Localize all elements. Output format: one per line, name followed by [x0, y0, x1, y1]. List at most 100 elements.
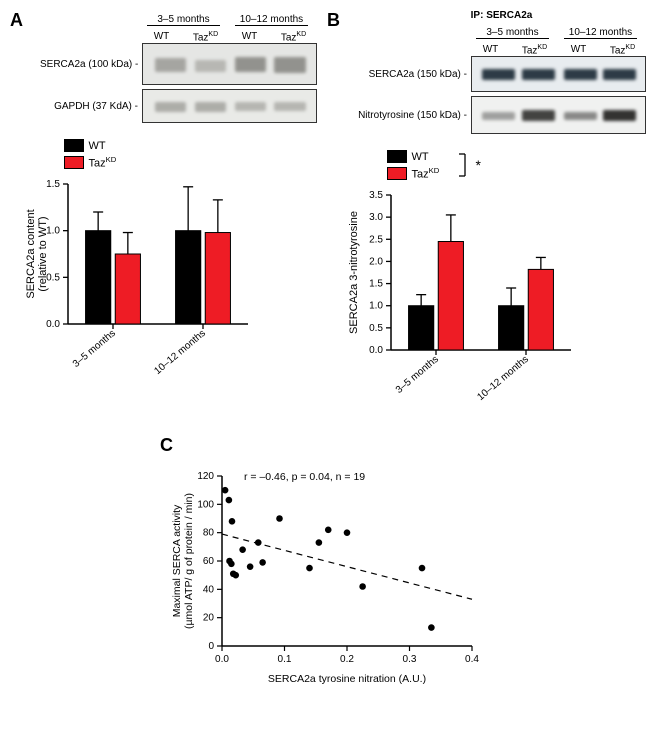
- svg-text:40: 40: [203, 584, 215, 595]
- lane-label: TazKD: [272, 31, 316, 43]
- panel-a-blots: 3–5 months10–12 months WTTazKDWTTazKD SE…: [40, 14, 317, 127]
- age-group-header: 10–12 months: [557, 27, 645, 42]
- blot-band: [235, 102, 266, 111]
- svg-text:2.5: 2.5: [369, 234, 383, 245]
- panel-c-scatter-chart: 0 20 40 60 80 100 120 0.0 0.1 0.2 0.3 0.4 SERCA2a ty…: [166, 458, 484, 693]
- svg-text:60: 60: [203, 556, 215, 567]
- age-group-header: 3–5 months: [469, 27, 557, 42]
- blot-band: [603, 69, 636, 80]
- blot-label: Nitrotyrosine (150 kDa) -: [357, 110, 471, 121]
- svg-text:3.0: 3.0: [369, 212, 383, 223]
- svg-text:1.0: 1.0: [369, 301, 383, 312]
- panel-c: C 0 20 40 60 80 100 120 0.0 0.1 0.2 0.3 0.4 SERCA2a …: [10, 435, 640, 693]
- blot-label: GAPDH (37 KdA) -: [40, 101, 142, 112]
- blot-band: [155, 102, 186, 112]
- lane-label: WT: [140, 31, 184, 43]
- age-group-header: 10–12 months: [228, 14, 316, 29]
- blot-band: [482, 112, 515, 120]
- panel-b-lane-labels: WTTazKDWTTazKD: [359, 44, 645, 56]
- svg-text:120: 120: [197, 471, 214, 482]
- panel-b-blots: 3–5 months10–12 months WTTazKDWTTazKD SE…: [357, 27, 646, 138]
- svg-text:1.5: 1.5: [46, 179, 60, 190]
- panel-a-legend: WT TazKD: [64, 139, 308, 170]
- legend-label: WT: [89, 140, 106, 152]
- significance-star: *: [476, 157, 481, 173]
- legend-swatch: [64, 139, 84, 152]
- blot-row: GAPDH (37 KdA) -: [40, 89, 317, 123]
- lane-label: TazKD: [513, 44, 557, 56]
- age-group-header: 3–5 months: [140, 14, 228, 29]
- panel-b-legend: WT TazKD: [387, 150, 440, 181]
- svg-text:SERCA2a content(relative to WT: SERCA2a content(relative to WT): [25, 209, 49, 298]
- panel-b-ip-title: IP: SERCA2a: [471, 10, 533, 21]
- lane-label: WT: [469, 44, 513, 56]
- panel-a-letter: A: [10, 10, 23, 31]
- panel-b: B IP: SERCA2a 3–5 months10–12 months WTT…: [327, 10, 646, 417]
- svg-text:2.0: 2.0: [369, 256, 383, 267]
- svg-text:0.3: 0.3: [403, 654, 417, 665]
- svg-text:3–5 months: 3–5 months: [393, 354, 440, 396]
- panel-a-lane-labels: WTTazKDWTTazKD: [42, 31, 316, 43]
- svg-text:0.5: 0.5: [369, 323, 383, 334]
- svg-text:3–5 months: 3–5 months: [70, 328, 117, 370]
- svg-text:10–12 months: 10–12 months: [152, 328, 208, 377]
- bar-chart-svg: 0.0 0.5 1.0 1.5 2.0 2.5 3.0 3.5 SERCA2a 3-nitrot…: [343, 187, 631, 412]
- svg-text:Maximal SERCA activity(µmol A: Maximal SERCA activity(µmol ATP/ g of pr…: [171, 493, 195, 629]
- svg-text:10–12 months: 10–12 months: [475, 354, 531, 403]
- legend-item: WT: [387, 150, 440, 163]
- svg-text:SERCA2a tyrosine nitration (A.: SERCA2a tyrosine nitration (A.U.): [268, 673, 426, 685]
- svg-text:0.0: 0.0: [215, 654, 229, 665]
- blot-label: SERCA2a (100 kDa) -: [40, 59, 142, 70]
- blot-band: [274, 57, 305, 73]
- blot-band: [274, 102, 305, 111]
- blot-band: [155, 58, 186, 72]
- panel-a-chart-wrap: WT TazKD 0.00.51.01.5SERCA2a content(rela…: [20, 139, 308, 391]
- stats-annotation: r = –0.46, p = 0.04, n = 19: [244, 471, 365, 483]
- lane-label: WT: [557, 44, 601, 56]
- panel-a: A 3–5 months10–12 months WTTazKDWTTazKD …: [10, 10, 317, 417]
- blot-row: SERCA2a (150 kDa) -: [357, 56, 646, 92]
- legend-swatch: [387, 167, 407, 180]
- svg-text:3.5: 3.5: [369, 190, 383, 201]
- legend-label: WT: [412, 151, 429, 163]
- svg-text:SERCA2a 3-nitrotyrosine: SERCA2a 3-nitrotyrosine: [348, 211, 360, 334]
- svg-text:0.4: 0.4: [465, 654, 479, 665]
- lane-label: TazKD: [601, 44, 645, 56]
- svg-text:0.0: 0.0: [46, 319, 60, 330]
- legend-label: TazKD: [89, 155, 117, 170]
- blot-row: Nitrotyrosine (150 kDa) -: [357, 96, 646, 134]
- blot-band: [522, 69, 555, 80]
- panel-c-letter: C: [160, 435, 173, 456]
- panel-a-bar-chart: 0.00.51.01.5SERCA2a content(relative to …: [20, 176, 308, 391]
- blot-band: [522, 110, 555, 121]
- svg-text:0.1: 0.1: [278, 654, 292, 665]
- svg-text:100: 100: [197, 499, 214, 510]
- blot-band: [603, 110, 636, 122]
- top-row: A 3–5 months10–12 months WTTazKDWTTazKD …: [10, 10, 640, 417]
- blot-band: [195, 60, 226, 72]
- panel-b-chart-wrap: WT TazKD * 0.0 0.5 1.0 1.5 2.0 2.5 3.0 3.5 SERCA2…: [343, 150, 631, 417]
- blot-row: SERCA2a (100 kDa) -: [40, 43, 317, 85]
- svg-text:20: 20: [203, 613, 215, 624]
- svg-text:1.5: 1.5: [369, 279, 383, 290]
- svg-text:0: 0: [208, 641, 214, 652]
- panel-b-letter: B: [327, 10, 340, 31]
- blot-image: [471, 56, 646, 92]
- blot-band: [195, 102, 226, 112]
- legend-item: WT: [64, 139, 308, 152]
- blot-label: SERCA2a (150 kDa) -: [357, 69, 471, 80]
- svg-text:0.0: 0.0: [369, 345, 383, 356]
- lane-label: WT: [228, 31, 272, 43]
- blot-band: [564, 69, 597, 80]
- svg-text:0.2: 0.2: [340, 654, 354, 665]
- panel-b-group-headers: 3–5 months10–12 months: [359, 27, 645, 42]
- svg-text:80: 80: [203, 528, 215, 539]
- panel-a-group-headers: 3–5 months10–12 months: [42, 14, 316, 29]
- legend-swatch: [387, 150, 407, 163]
- lane-label: TazKD: [184, 31, 228, 43]
- legend-label: TazKD: [412, 166, 440, 181]
- bar-chart-svg: 0.00.51.01.5SERCA2a content(relative to …: [20, 176, 308, 386]
- significance-bracket: *: [457, 150, 481, 180]
- blot-band: [235, 57, 266, 72]
- legend-item: TazKD: [387, 166, 440, 181]
